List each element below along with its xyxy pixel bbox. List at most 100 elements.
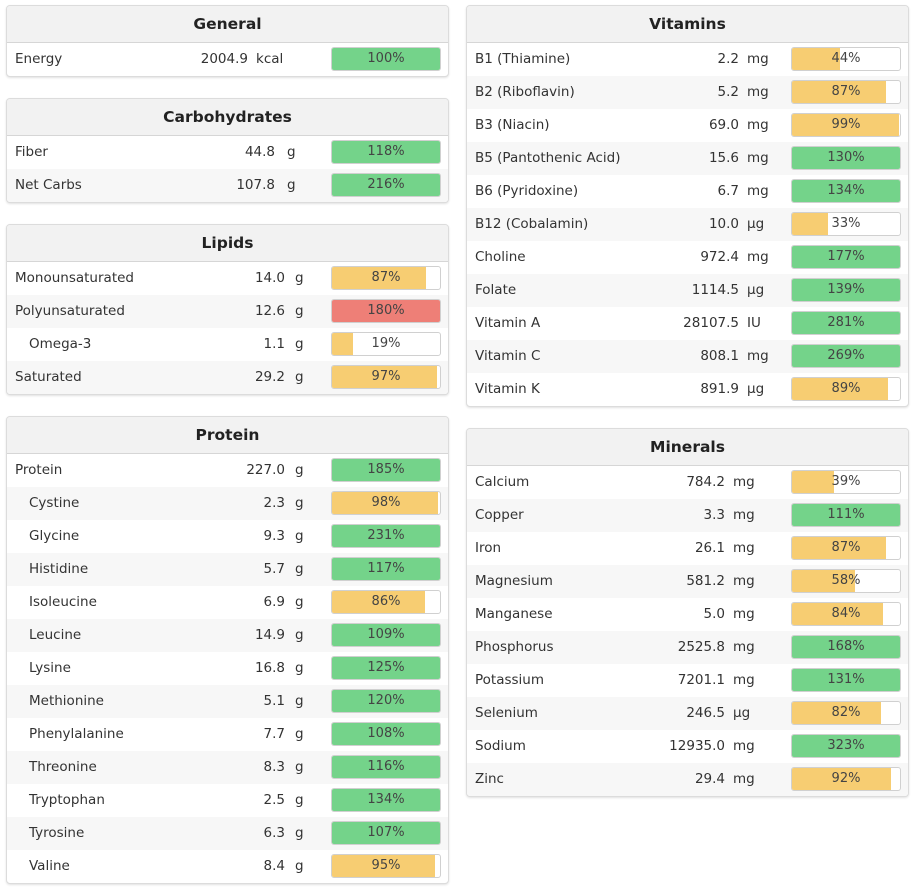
progress-label: 97% [371, 369, 401, 384]
progress-bar: 269% [791, 344, 901, 368]
progress-bar: 108% [331, 722, 441, 746]
nutrient-unit: µg [747, 381, 765, 397]
nutrient-amount: 784.2 [686, 474, 725, 490]
progress-fill [332, 822, 440, 844]
progress-bar: 139% [791, 278, 901, 302]
progress-fill [792, 702, 881, 724]
nutrient-name: Phosphorus [475, 639, 554, 655]
nutrient-name: Folate [475, 282, 517, 298]
progress-label: 177% [827, 249, 865, 264]
nutrient-unit: g [295, 561, 304, 577]
progress-fill [792, 246, 900, 268]
nutrient-row: B6 (Pyridoxine) 6.7 mg 134% [467, 175, 908, 208]
nutrient-name: Valine [29, 858, 70, 874]
progress-bar: 131% [791, 668, 901, 692]
progress-bar: 281% [791, 311, 901, 335]
progress-bar: 168% [791, 635, 901, 659]
progress-fill [332, 48, 440, 70]
nutrient-amount: 581.2 [686, 573, 725, 589]
progress-fill [792, 636, 900, 658]
panel-title: General [7, 6, 448, 43]
panel-title: Minerals [467, 429, 908, 466]
progress-label: 108% [367, 726, 405, 741]
nutrient-name: Phenylalanine [29, 726, 124, 742]
nutrient-row: Omega-3 1.1 g 19% [7, 328, 448, 361]
nutrient-name: Calcium [475, 474, 530, 490]
nutrient-name: B1 (Thiamine) [475, 51, 571, 67]
progress-fill [332, 333, 353, 355]
nutrient-name: Fiber [15, 144, 48, 160]
nutrient-name: Choline [475, 249, 526, 265]
nutrient-row: Sodium 12935.0 mg 323% [467, 730, 908, 763]
nutrient-unit: mg [733, 672, 755, 688]
nutrient-row: Tyrosine 6.3 g 107% [7, 817, 448, 850]
progress-bar: 87% [791, 80, 901, 104]
nutrient-row: B1 (Thiamine) 2.2 mg 44% [467, 43, 908, 76]
nutrient-amount: 10.0 [708, 216, 739, 232]
nutrient-name: B3 (Niacin) [475, 117, 550, 133]
progress-bar: 97% [331, 365, 441, 389]
progress-label: 185% [367, 462, 405, 477]
progress-bar: 92% [791, 767, 901, 791]
nutrient-row: Threonine 8.3 g 116% [7, 751, 448, 784]
nutrient-row: Tryptophan 2.5 g 134% [7, 784, 448, 817]
progress-bar: 177% [791, 245, 901, 269]
nutrient-unit: g [295, 528, 304, 544]
nutrient-row: Phenylalanine 7.7 g 108% [7, 718, 448, 751]
progress-bar: 44% [791, 47, 901, 71]
nutrient-amount: 26.1 [694, 540, 725, 556]
nutrient-amount: 12935.0 [669, 738, 725, 754]
nutrient-unit: g [295, 792, 304, 808]
nutrient-row: Saturated 29.2 g 97% [7, 361, 448, 394]
nutrient-amount: 2.2 [717, 51, 739, 67]
nutrient-row: Phosphorus 2525.8 mg 168% [467, 631, 908, 664]
nutrient-row: Energy 2004.9 kcal 100% [7, 43, 448, 76]
progress-fill [792, 603, 883, 625]
nutrient-amount: 1114.5 [691, 282, 739, 298]
nutrient-unit: mg [747, 348, 769, 364]
nutrient-name: Isoleucine [29, 594, 97, 610]
nutrient-amount: 2.5 [263, 792, 285, 808]
nutrient-unit: mg [747, 117, 769, 133]
nutrient-amount: 6.9 [263, 594, 285, 610]
panel-vitamins: Vitamins B1 (Thiamine) 2.2 mg 44% B2 (Ribofl… [466, 5, 909, 407]
progress-bar: 111% [791, 503, 901, 527]
progress-bar: 118% [331, 140, 441, 164]
progress-label: 39% [831, 474, 861, 489]
progress-fill [792, 768, 892, 790]
panel-carbohydrates: Carbohydrates Fiber 44.8 g 118% Net Carbs 107… [6, 98, 449, 203]
nutrient-row: Choline 972.4 mg 177% [467, 241, 908, 274]
nutrient-name: Sodium [475, 738, 526, 754]
nutrient-unit: µg [747, 216, 765, 232]
nutrient-row: Protein 227.0 g 185% [7, 454, 448, 487]
progress-fill [332, 141, 440, 163]
nutrient-unit: IU [747, 315, 761, 331]
nutrient-unit: g [295, 270, 304, 286]
nutrient-row: Selenium 246.5 µg 82% [467, 697, 908, 730]
progress-fill [332, 267, 426, 289]
progress-label: 86% [371, 594, 401, 609]
progress-fill [792, 147, 900, 169]
progress-label: 180% [367, 303, 405, 318]
progress-fill [792, 735, 900, 757]
nutrient-row: Methionine 5.1 g 120% [7, 685, 448, 718]
nutrient-unit: g [295, 462, 304, 478]
nutrient-name: Glycine [29, 528, 80, 544]
nutrient-amount: 5.1 [263, 693, 285, 709]
nutrient-row: Folate 1114.5 µg 139% [467, 274, 908, 307]
nutrient-name: Lysine [29, 660, 71, 676]
nutrient-amount: 29.4 [694, 771, 725, 787]
progress-bar: 95% [331, 854, 441, 878]
nutrient-amount: 44.8 [244, 144, 275, 160]
nutrient-row: B5 (Pantothenic Acid) 15.6 mg 130% [467, 142, 908, 175]
progress-label: 109% [367, 627, 405, 642]
progress-bar: 19% [331, 332, 441, 356]
progress-bar: 130% [791, 146, 901, 170]
nutrient-row: B12 (Cobalamin) 10.0 µg 33% [467, 208, 908, 241]
nutrient-name: Methionine [29, 693, 104, 709]
nutrient-row: Vitamin C 808.1 mg 269% [467, 340, 908, 373]
panel-title: Vitamins [467, 6, 908, 43]
nutrient-unit: mg [747, 51, 769, 67]
nutrient-row: Leucine 14.9 g 109% [7, 619, 448, 652]
progress-bar: 125% [331, 656, 441, 680]
